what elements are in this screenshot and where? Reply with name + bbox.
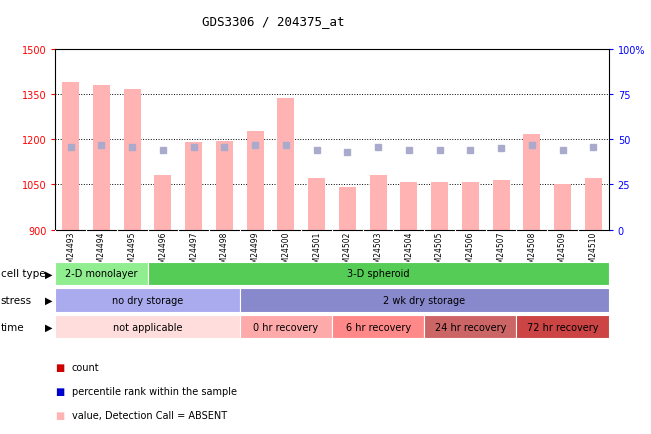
Bar bbox=[55, 262, 148, 286]
Bar bbox=[62, 83, 79, 230]
Bar bbox=[400, 183, 417, 230]
Bar bbox=[216, 142, 233, 230]
Text: ▶: ▶ bbox=[44, 296, 52, 305]
Bar bbox=[370, 175, 387, 230]
Bar bbox=[554, 185, 571, 230]
Bar bbox=[585, 179, 602, 230]
Bar bbox=[431, 183, 448, 230]
Bar bbox=[339, 187, 356, 230]
Text: 6 hr recovery: 6 hr recovery bbox=[346, 322, 411, 332]
Bar bbox=[493, 181, 510, 230]
Text: stress: stress bbox=[1, 296, 32, 305]
Text: cell type: cell type bbox=[1, 269, 46, 279]
Bar bbox=[240, 315, 332, 339]
Text: ■: ■ bbox=[55, 411, 64, 420]
Bar bbox=[124, 89, 141, 230]
Bar bbox=[154, 175, 171, 230]
Text: value, Detection Call = ABSENT: value, Detection Call = ABSENT bbox=[72, 411, 227, 420]
Bar bbox=[462, 183, 478, 230]
Bar bbox=[424, 315, 516, 339]
Bar bbox=[55, 289, 240, 312]
Text: 2-D monolayer: 2-D monolayer bbox=[65, 269, 138, 279]
Bar bbox=[186, 143, 202, 230]
Bar bbox=[516, 315, 609, 339]
Text: percentile rank within the sample: percentile rank within the sample bbox=[72, 387, 236, 396]
Text: 72 hr recovery: 72 hr recovery bbox=[527, 322, 598, 332]
Text: ■: ■ bbox=[55, 363, 64, 372]
Text: ▶: ▶ bbox=[44, 322, 52, 332]
Bar bbox=[240, 289, 609, 312]
Text: 2 wk dry storage: 2 wk dry storage bbox=[383, 296, 465, 305]
Bar bbox=[332, 315, 424, 339]
Text: GDS3306 / 204375_at: GDS3306 / 204375_at bbox=[202, 15, 344, 28]
Bar bbox=[93, 86, 110, 230]
Text: 24 hr recovery: 24 hr recovery bbox=[435, 322, 506, 332]
Text: time: time bbox=[1, 322, 24, 332]
Text: no dry storage: no dry storage bbox=[112, 296, 183, 305]
Text: ▶: ▶ bbox=[44, 269, 52, 279]
Bar bbox=[55, 315, 240, 339]
Text: count: count bbox=[72, 363, 99, 372]
Text: not applicable: not applicable bbox=[113, 322, 182, 332]
Bar bbox=[523, 135, 540, 230]
Text: ■: ■ bbox=[55, 387, 64, 396]
Bar bbox=[308, 178, 325, 230]
Text: 3-D spheroid: 3-D spheroid bbox=[347, 269, 409, 279]
Bar bbox=[247, 132, 264, 230]
Bar bbox=[277, 99, 294, 230]
Text: 0 hr recovery: 0 hr recovery bbox=[253, 322, 318, 332]
Bar bbox=[148, 262, 609, 286]
